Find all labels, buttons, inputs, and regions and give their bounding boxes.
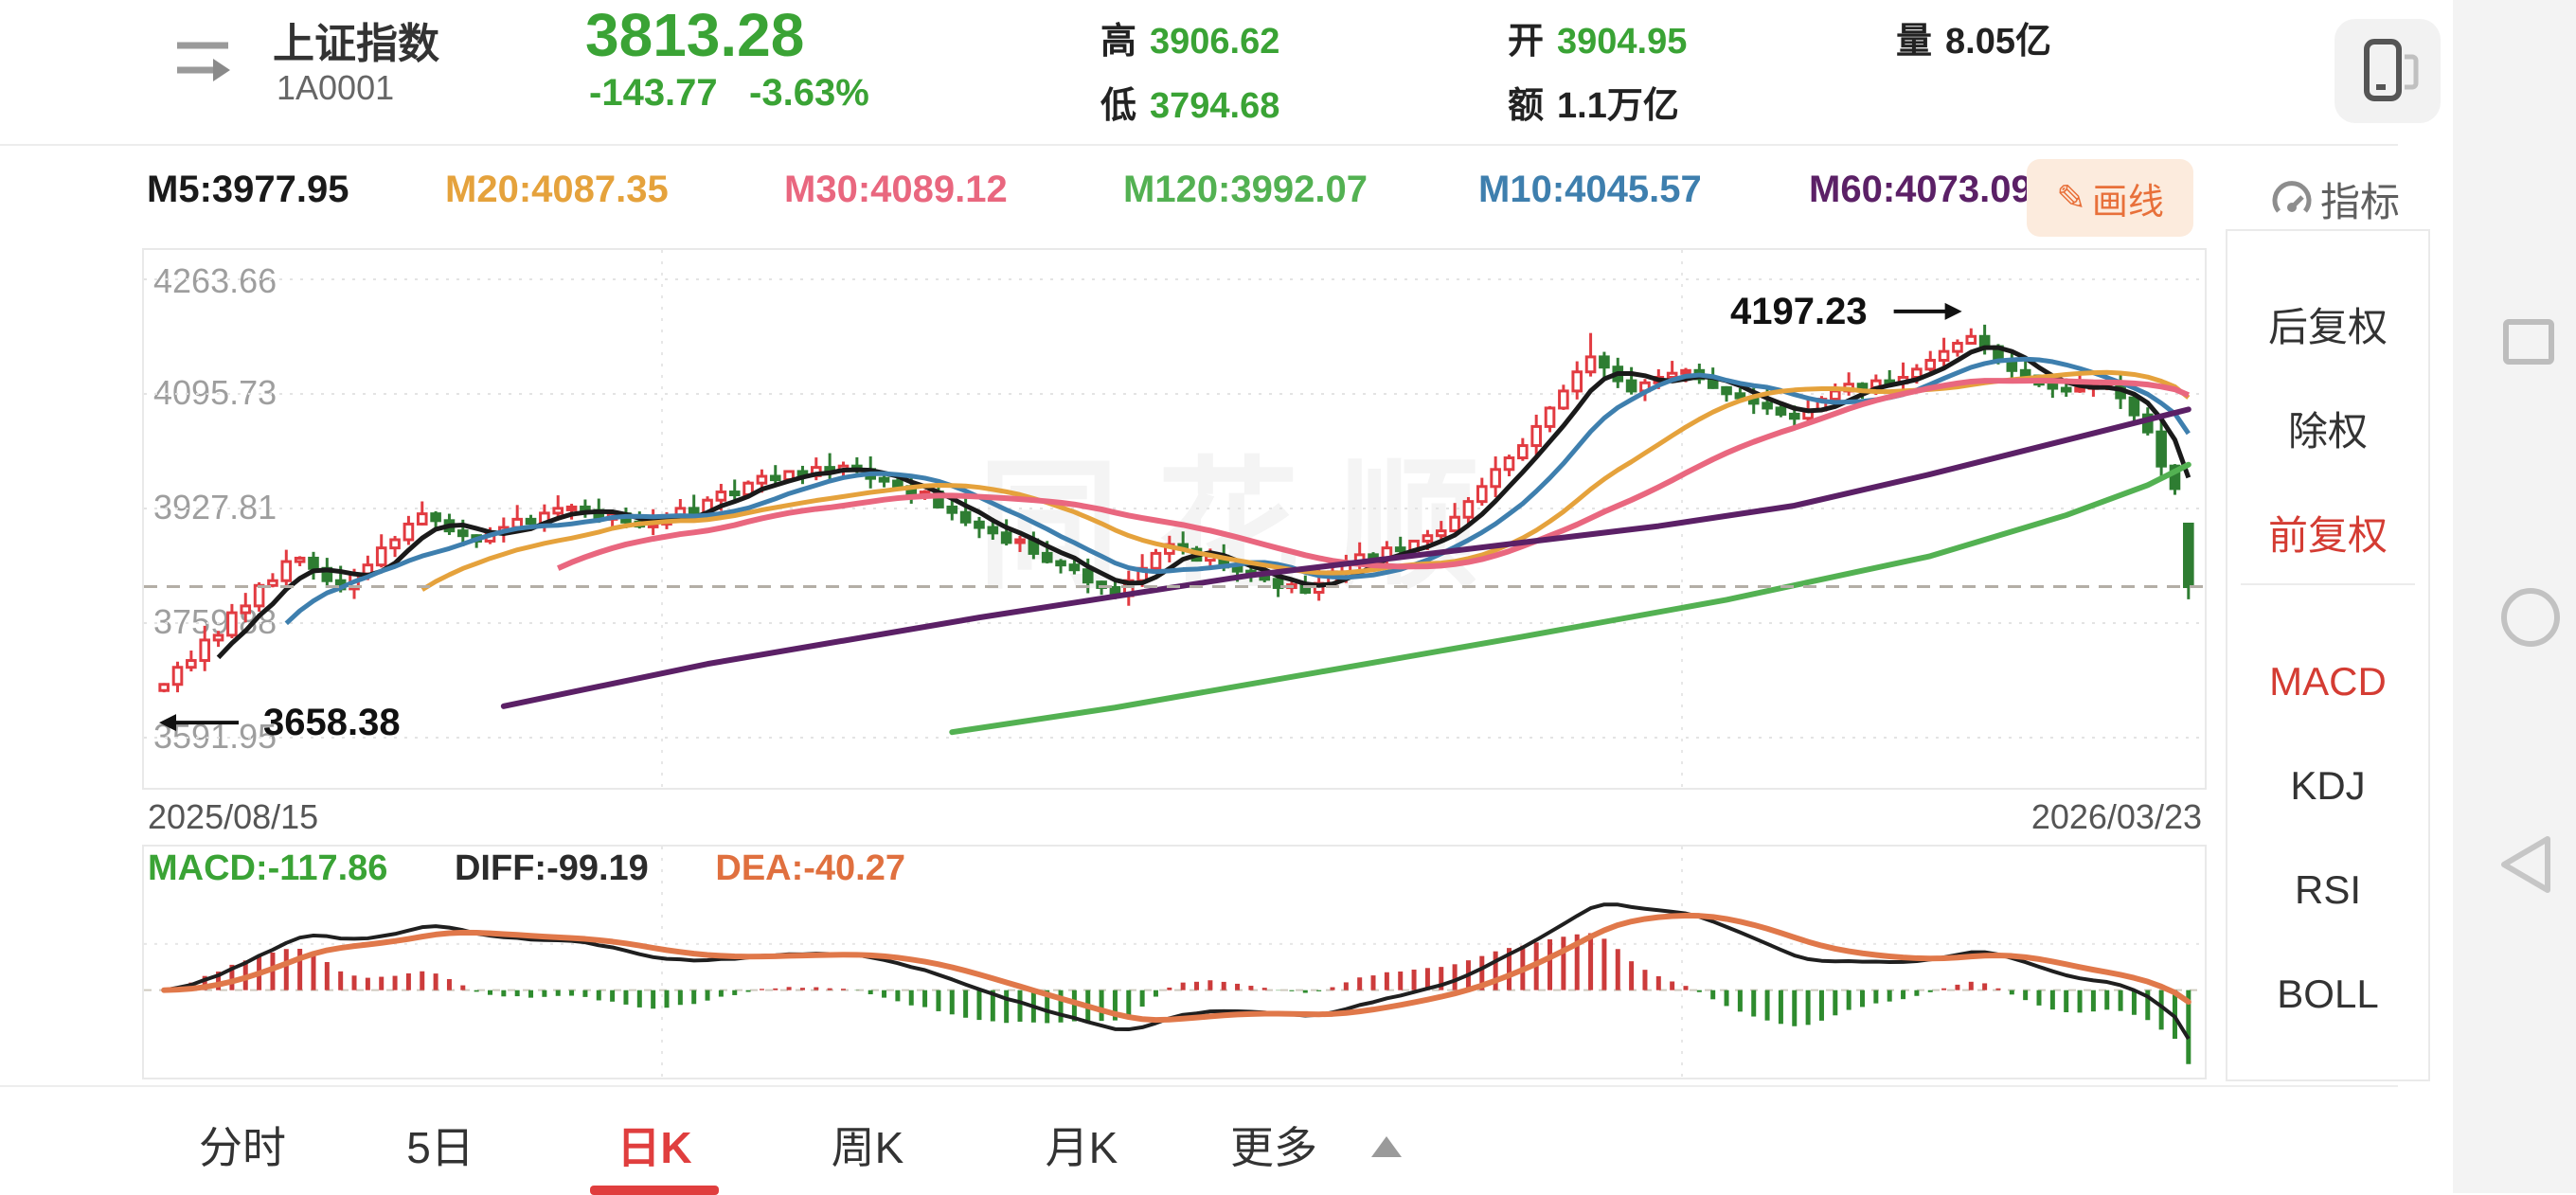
indicator-option-rsi[interactable]: RSI	[2294, 867, 2361, 912]
stock-header: 上证指数 1A0001 3813.28 -143.77 -3.63% 高 390…	[0, 0, 2441, 146]
y-tick-3: 3927.81	[153, 488, 277, 526]
indicator-option-boll[interactable]: BOLL	[2277, 972, 2379, 1016]
low-label: 低	[1100, 86, 1137, 126]
stock-name: 上证指数	[273, 21, 439, 67]
back-icon[interactable]	[2496, 833, 2555, 896]
low-value: 3794.68	[1150, 86, 1280, 126]
indicator-option-macd[interactable]: MACD	[2269, 659, 2387, 704]
macd-value-labels: MACD:-117.86 DIFF:-99.19 DEA:-40.27	[148, 848, 962, 889]
high-value: 3906.62	[1150, 22, 1280, 62]
ma30-legend: M30:4089.12	[784, 169, 1008, 210]
draw-line-button[interactable]: ✎ 画线	[2027, 159, 2193, 237]
price-change: -143.77 -3.63%	[589, 72, 869, 115]
volume-value: 8.05亿	[1945, 22, 2051, 62]
ma10-legend: M10:4045.57	[1478, 169, 1702, 210]
candles-svg: 4197.23 3658.38	[144, 250, 2205, 788]
indicator-entry-label: 指标	[2320, 180, 2401, 224]
open-value: 3904.95	[1557, 22, 1688, 62]
candlestick-chart[interactable]: 同花顺 4263.66 4095.73 3927.81 3759.88 3591…	[142, 248, 2207, 790]
ma60-legend: M60:4073.09	[1809, 169, 2032, 210]
open-label: 开	[1508, 22, 1545, 62]
right-option-panel: 后复权 除权 前复权 MACD KDJ RSI BOLL	[2226, 229, 2430, 1081]
android-nav-bar	[2453, 0, 2576, 1193]
tab-weekly-k[interactable]: 周K	[831, 1123, 904, 1172]
macd-chart[interactable]	[142, 845, 2207, 1079]
ma120-legend: M120:3992.07	[1123, 169, 1368, 210]
rotate-screen-button[interactable]	[2334, 19, 2441, 123]
svg-text:3658.38: 3658.38	[263, 702, 401, 743]
change-pct: -3.63%	[749, 72, 869, 114]
y-tick-1: 4263.66	[153, 261, 277, 300]
panel-divider	[2241, 583, 2415, 585]
ma5-legend: M5:3977.95	[147, 169, 349, 210]
recents-icon[interactable]	[2502, 318, 2555, 366]
tab-more[interactable]: 更多	[1230, 1123, 1317, 1172]
macd-value: MACD:-117.86	[148, 848, 388, 888]
adjust-option-chuquan[interactable]: 除权	[2287, 409, 2368, 454]
amount-label: 额	[1508, 86, 1545, 126]
adjust-option-qianfuquan[interactable]: 前复权	[2267, 513, 2388, 558]
pencil-icon: ✎	[2056, 178, 2086, 219]
dea-value: DEA:-40.27	[715, 848, 906, 888]
tab-monthly-k[interactable]: 月K	[1045, 1123, 1118, 1172]
draw-line-label: 画线	[2091, 182, 2164, 223]
amount-value: 1.1万亿	[1557, 86, 1679, 126]
home-icon[interactable]	[2498, 585, 2563, 650]
indicator-option-kdj[interactable]: KDJ	[2290, 763, 2366, 808]
last-price: 3813.28	[585, 1, 805, 69]
tab-daily-k[interactable]: 日K	[617, 1123, 692, 1172]
high-label: 高	[1100, 22, 1137, 62]
indicator-entry-button[interactable]: 指标	[2271, 170, 2400, 228]
tab-5day[interactable]: 5日	[406, 1123, 474, 1172]
y-tick-2: 4095.73	[153, 373, 277, 412]
stock-code: 1A0001	[277, 68, 395, 107]
date-end: 2026/03/23	[2030, 797, 2202, 836]
rotate-phone-icon	[2364, 39, 2419, 101]
back-menu-icon[interactable]	[173, 30, 236, 87]
change-abs: -143.77	[589, 72, 718, 114]
ma20-legend: M20:4087.35	[445, 169, 669, 210]
active-tab-underline	[590, 1186, 719, 1195]
more-caret-icon[interactable]	[1371, 1136, 1402, 1157]
tab-fenshi[interactable]: 分时	[199, 1123, 286, 1172]
volume-label: 量	[1896, 22, 1933, 62]
svg-text:4197.23: 4197.23	[1730, 291, 1868, 332]
gauge-icon	[2272, 180, 2312, 213]
diff-value: DIFF:-99.19	[454, 848, 649, 888]
ma-legend-row: M5:3977.95 M20:4087.35 M30:4089.12 M120:…	[0, 153, 2216, 241]
macd-svg	[144, 847, 2205, 1078]
date-start: 2025/08/15	[148, 797, 319, 836]
adjust-option-houfuquan[interactable]: 后复权	[2267, 305, 2388, 349]
period-tab-bar: 分时 5日 日K 周K 月K 更多	[0, 1085, 2398, 1195]
